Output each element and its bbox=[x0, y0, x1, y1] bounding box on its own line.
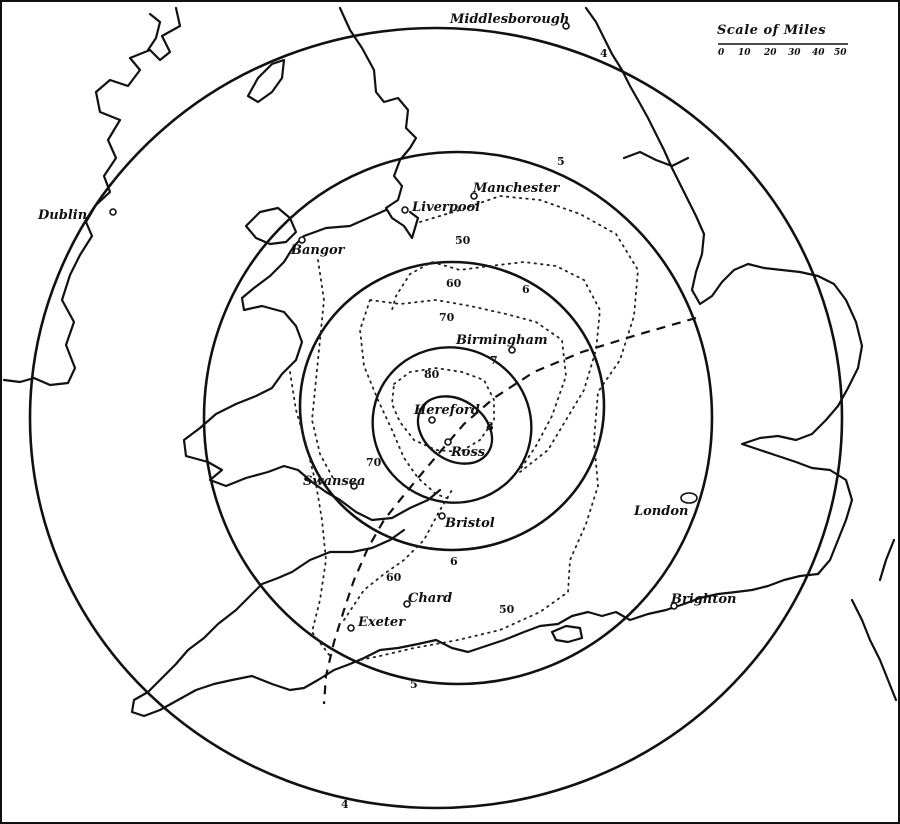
isoacoustic-80 bbox=[391, 367, 495, 453]
anglesey bbox=[244, 206, 298, 246]
town-dot-middlesborough bbox=[562, 22, 570, 30]
label-dublin: Dublin bbox=[37, 208, 87, 223]
town-labels: Middlesborough Manchester Liverpool Dubl… bbox=[37, 12, 736, 630]
isoseismal-label-4-south: 4 bbox=[341, 798, 349, 811]
thames-estuary bbox=[740, 404, 854, 576]
town-dot-london bbox=[680, 492, 698, 504]
isoseismal-label-4-north: 4 bbox=[600, 47, 608, 60]
isoacoustic-curves bbox=[289, 195, 639, 661]
label-chard: Chard bbox=[408, 591, 452, 606]
east-coast-yorkshire bbox=[584, 6, 706, 236]
ireland-coast-north bbox=[146, 12, 162, 52]
isoacoustic-60 bbox=[343, 261, 601, 621]
scale-tick-0: 0 bbox=[718, 48, 725, 58]
town-dot-liverpool bbox=[401, 206, 409, 214]
isoseismal-label-5-north: 5 bbox=[557, 155, 565, 168]
town-dot-bristol bbox=[438, 512, 446, 520]
label-manchester: Manchester bbox=[472, 181, 560, 196]
town-dot-hereford bbox=[428, 416, 436, 424]
isoseismal-7 bbox=[371, 346, 533, 504]
label-middlesborough: Middlesborough bbox=[449, 12, 569, 27]
south-coast bbox=[348, 572, 820, 666]
isoseismal-label-6-north: 6 bbox=[522, 283, 530, 296]
label-liverpool: Liverpool bbox=[411, 200, 480, 215]
scale-tick-10: 10 bbox=[738, 48, 751, 58]
humber-estuary bbox=[622, 150, 690, 168]
isoseismal-6 bbox=[298, 260, 606, 552]
isoacoustic-label-70-north: 70 bbox=[439, 311, 455, 324]
continent-coast-north bbox=[878, 538, 896, 582]
isoacoustic-70-west bbox=[289, 371, 331, 657]
label-london: London bbox=[633, 504, 688, 519]
label-birmingham: Birmingham bbox=[455, 333, 548, 348]
label-swansea: Swansea bbox=[303, 474, 365, 489]
town-dot-ross bbox=[444, 438, 452, 446]
isoacoustic-label-60-north: 60 bbox=[446, 277, 462, 290]
town-dot-birmingham bbox=[508, 346, 516, 354]
east-anglia-coast bbox=[690, 232, 864, 408]
isoacoustic-label-50-north: 50 bbox=[455, 234, 471, 247]
isoacoustic-60-west bbox=[311, 259, 335, 481]
isoacoustic-70 bbox=[359, 299, 567, 501]
isoacoustic-50 bbox=[359, 195, 639, 661]
label-exeter: Exeter bbox=[357, 615, 406, 630]
isoacoustic-label-50-south: 50 bbox=[499, 603, 515, 616]
town-dot-bangor bbox=[298, 236, 306, 244]
isoseismal-label-8: 8 bbox=[486, 420, 494, 433]
isoseismal-curves bbox=[28, 26, 844, 810]
isoacoustic-label-70-west: 70 bbox=[366, 456, 382, 469]
town-dot-chard bbox=[403, 600, 411, 608]
isoseismal-label-6-south: 6 bbox=[450, 555, 458, 568]
isoacoustic-label-80: 80 bbox=[424, 368, 440, 381]
town-dot-manchester bbox=[470, 192, 478, 200]
isoseismal-4 bbox=[28, 26, 844, 810]
fault-line bbox=[322, 316, 697, 705]
town-dot-dublin bbox=[109, 208, 117, 216]
isoacoustic-label-60-south: 60 bbox=[386, 571, 402, 584]
ireland-coast bbox=[2, 6, 182, 387]
isoseismal-5 bbox=[202, 150, 714, 686]
town-markers bbox=[109, 22, 698, 632]
label-ross: Ross bbox=[450, 445, 486, 460]
scale-tick-50: 50 bbox=[834, 48, 847, 58]
isoseismal-label-7: 7 bbox=[490, 354, 498, 367]
isoseismal-label-5-south: 5 bbox=[410, 678, 418, 691]
curve-labels: 4 4 5 5 6 6 7 8 50 60 70 80 70 60 50 bbox=[341, 47, 608, 811]
label-bangor: Bangor bbox=[290, 243, 346, 258]
scale-tick-20: 20 bbox=[763, 48, 777, 58]
label-hereford: Hereford bbox=[413, 403, 480, 418]
scale-of-miles: Scale of Miles 0 10 20 30 40 50 bbox=[717, 23, 848, 58]
scale-title: Scale of Miles bbox=[717, 23, 826, 38]
isoseismal-8 bbox=[416, 395, 494, 465]
southwest-peninsula bbox=[130, 528, 406, 718]
label-brighton: Brighton bbox=[670, 592, 736, 607]
scale-tick-30: 30 bbox=[788, 48, 801, 58]
town-dot-swansea bbox=[350, 482, 358, 490]
scale-tick-40: 40 bbox=[812, 48, 825, 58]
town-dot-brighton bbox=[670, 602, 678, 610]
continent-coast bbox=[850, 598, 898, 702]
isle-of-wight bbox=[550, 624, 584, 644]
town-dot-exeter bbox=[347, 624, 355, 632]
label-bristol: Bristol bbox=[444, 516, 495, 531]
northwest-coast bbox=[338, 6, 420, 240]
isle-of-man bbox=[246, 58, 286, 104]
